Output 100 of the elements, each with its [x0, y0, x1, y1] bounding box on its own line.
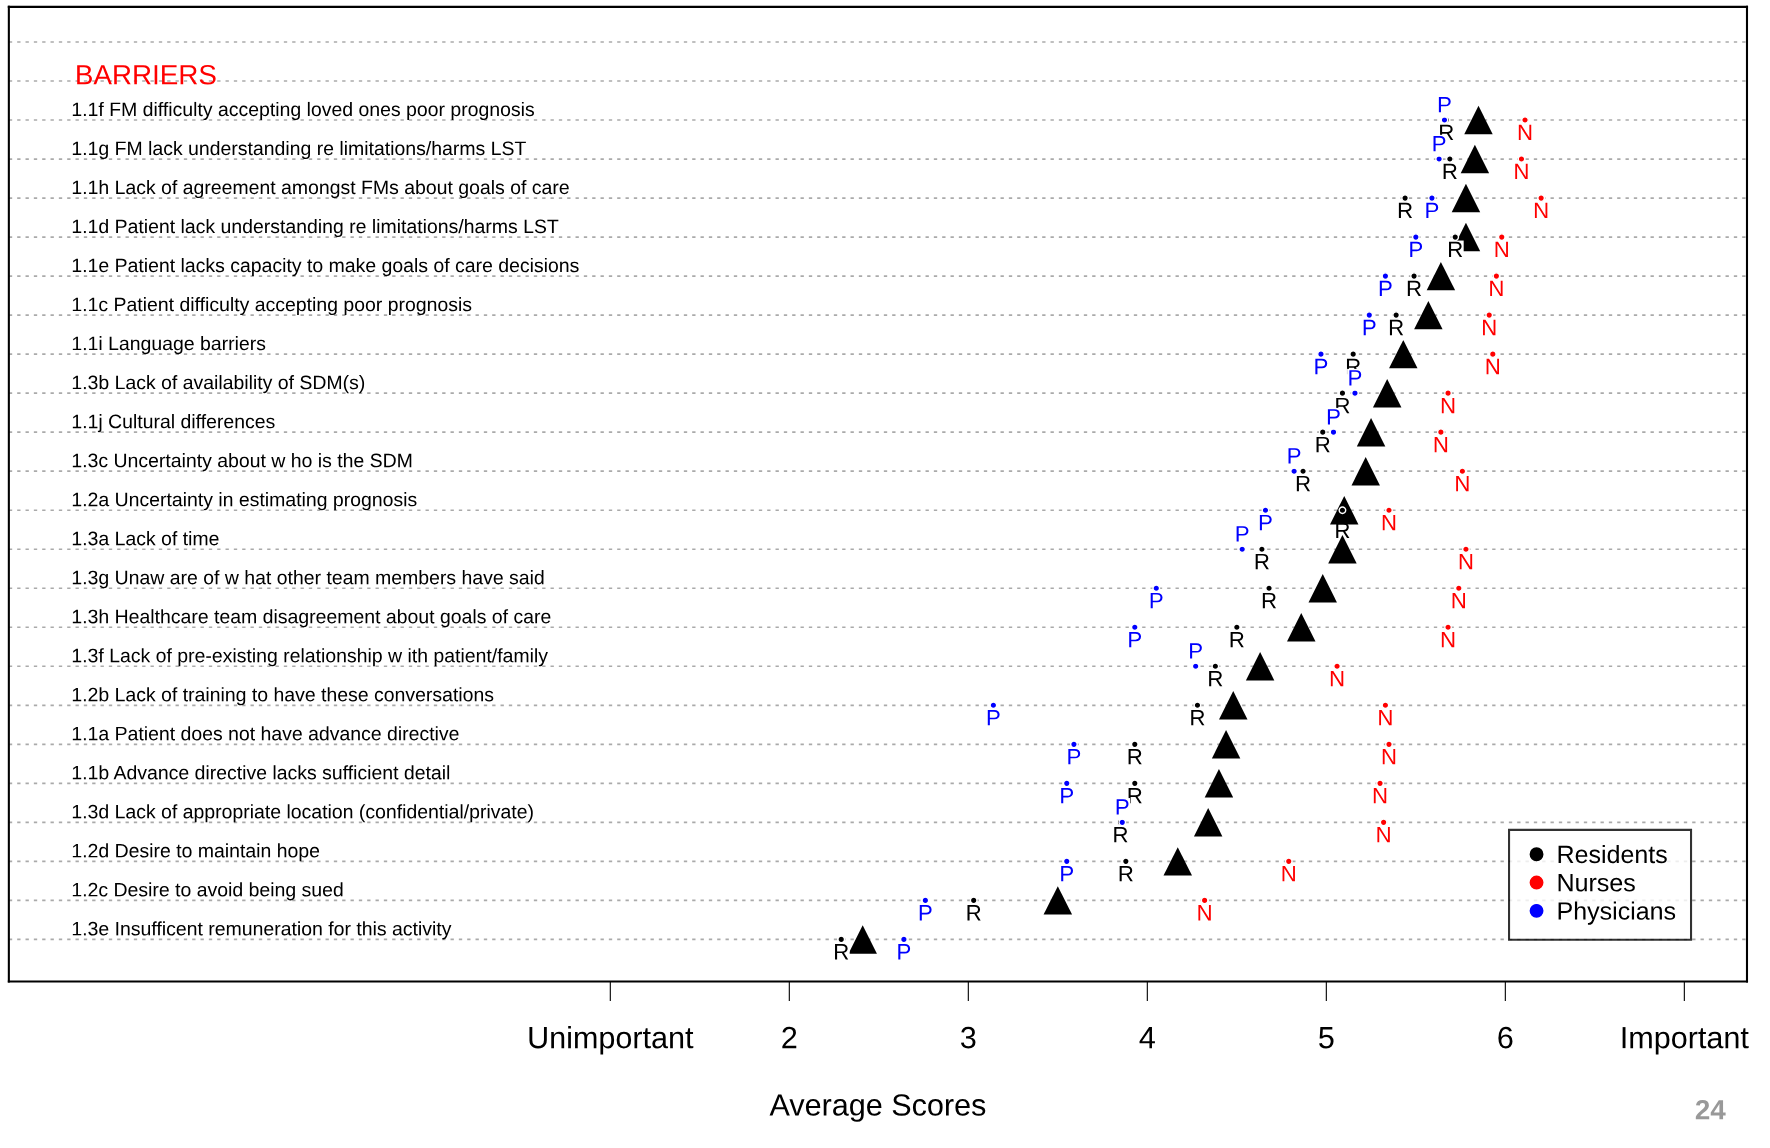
point — [1204, 769, 1234, 798]
data-label: N — [1490, 280, 1503, 297]
y-tick-label: 1.1a Patient does not have advance directive — [72, 726, 459, 741]
point — [1460, 144, 1490, 174]
y-tick-label: 1.1d Patient lack understanding re limitations/harms LST — [72, 218, 559, 238]
legend-label: Nurses — [1558, 874, 1635, 892]
data-label: P — [1426, 202, 1439, 219]
point — [1043, 886, 1073, 915]
data-label: N — [1486, 358, 1500, 375]
y-tick-label: 1.3e Insufficent remuneration for this activity — [72, 921, 452, 940]
data-label: R — [1114, 827, 1128, 843]
data-label: N — [1377, 827, 1390, 843]
data-label: N — [1198, 905, 1211, 921]
data-label: R — [1443, 163, 1457, 180]
data-label: R — [967, 905, 981, 921]
data-label: R — [1316, 436, 1330, 453]
data-label: P — [1410, 241, 1423, 258]
data-label: N — [1515, 163, 1528, 180]
y-tick-label: 1.2c Desire to avoid being sued — [72, 882, 343, 901]
point — [1464, 105, 1493, 135]
y-tick-label: 1.1j Cultural differences — [72, 414, 275, 433]
point — [1389, 339, 1418, 369]
data-label: N — [1382, 749, 1396, 765]
chart-title: BARRIERS — [77, 64, 216, 85]
text: 24 — [1695, 1099, 1726, 1120]
y-tick-label: 1.3c Uncertainty about w ho is the SDM — [72, 453, 412, 472]
data-label: P — [1259, 514, 1272, 531]
y-tick-label: 1.3a Lack of time — [72, 531, 219, 546]
point — [1329, 428, 1338, 437]
data-label: P — [1068, 749, 1081, 765]
point — [1193, 701, 1202, 710]
point — [1219, 691, 1248, 720]
data-label: R — [1191, 710, 1205, 726]
x-tick-label: Important — [1622, 1027, 1749, 1055]
data-label: N — [1456, 475, 1469, 492]
data-label: P — [1116, 799, 1129, 815]
point — [1333, 662, 1342, 671]
point — [1351, 456, 1380, 486]
point — [1521, 116, 1529, 124]
y-tick-label: 1.3g Unaw are of w hat other team members have said — [72, 570, 544, 589]
data-label: R — [1128, 749, 1142, 765]
y-tick-label: 1.1b Advance directive lacks sufficient detail — [72, 765, 450, 780]
point — [1435, 155, 1444, 164]
y-tick-label: 1.3b Lack of availability of SDM(s) — [72, 375, 365, 394]
point — [1356, 417, 1386, 447]
data-label: N — [1441, 397, 1455, 414]
data-label: P — [898, 944, 911, 960]
data-label: N — [1483, 319, 1496, 336]
y-tick-label: 1.3f Lack of pre-existing relationship w ith patient/family — [72, 648, 548, 667]
x-axis-title: Average Scores — [769, 1094, 986, 1122]
point — [1308, 574, 1337, 603]
data-label: R — [1389, 319, 1404, 336]
data-label: P — [1061, 866, 1074, 882]
point — [1287, 613, 1316, 642]
point — [1385, 740, 1393, 749]
data-label: N — [1330, 671, 1344, 687]
data-label: N — [1434, 436, 1448, 453]
y-tick-label: 1.1h Lack of agreement amongst FMs about goals of care — [72, 179, 569, 199]
point — [1372, 378, 1402, 408]
data-label: R — [1128, 788, 1142, 804]
y-tick-label: 1.2b Lack of training to have these conversations — [72, 687, 494, 706]
data-label: N — [1441, 631, 1455, 648]
point — [1426, 261, 1456, 291]
data-label: N — [1382, 514, 1396, 531]
point — [1351, 389, 1359, 398]
y-tick-label: 1.2d Desire to maintain hope — [72, 843, 320, 862]
point — [848, 925, 877, 954]
data-label: P — [1061, 788, 1074, 804]
point — [1232, 623, 1241, 632]
data-label: P — [919, 905, 932, 921]
data-label: R — [1407, 280, 1422, 297]
data-label: P — [1379, 280, 1392, 297]
point — [1451, 183, 1481, 213]
x-tick-label: 3 — [960, 1026, 976, 1049]
data-label: P — [987, 710, 1000, 726]
data-label: R — [1209, 671, 1223, 687]
point — [1414, 300, 1443, 330]
data-label: R — [1255, 553, 1269, 570]
legend-label: Residents — [1558, 844, 1667, 864]
y-tick-label: 1.1g FM lack understanding re limitations/harms LST — [72, 140, 526, 160]
x-tick-label: Unimportant — [529, 1025, 694, 1055]
point — [1163, 847, 1192, 876]
data-label: N — [1518, 124, 1532, 141]
data-label: R — [1230, 631, 1244, 648]
y-tick-label: 1.3d Lack of appropriate location (confidential/private) — [72, 804, 533, 823]
point — [1245, 652, 1275, 681]
data-label: R — [1398, 202, 1413, 219]
point — [1338, 389, 1347, 398]
data-label: P — [1190, 643, 1202, 659]
point — [1193, 808, 1223, 837]
data-label: R — [1296, 475, 1311, 492]
y-tick-label: 1.1e Patient lacks capacity to make goals of care decisions — [72, 257, 579, 277]
data-label: P — [1288, 448, 1301, 464]
data-label: P — [1150, 592, 1163, 609]
y-tick-label: 1.3h Healthcare team disagreement about goals of care — [72, 609, 551, 628]
x-tick-label: 4 — [1139, 1027, 1155, 1049]
y-tick-label: 1.1i Language barriers — [72, 336, 266, 355]
data-label: P — [1363, 319, 1376, 336]
data-label: N — [1379, 710, 1392, 726]
data-label: N — [1534, 202, 1548, 219]
